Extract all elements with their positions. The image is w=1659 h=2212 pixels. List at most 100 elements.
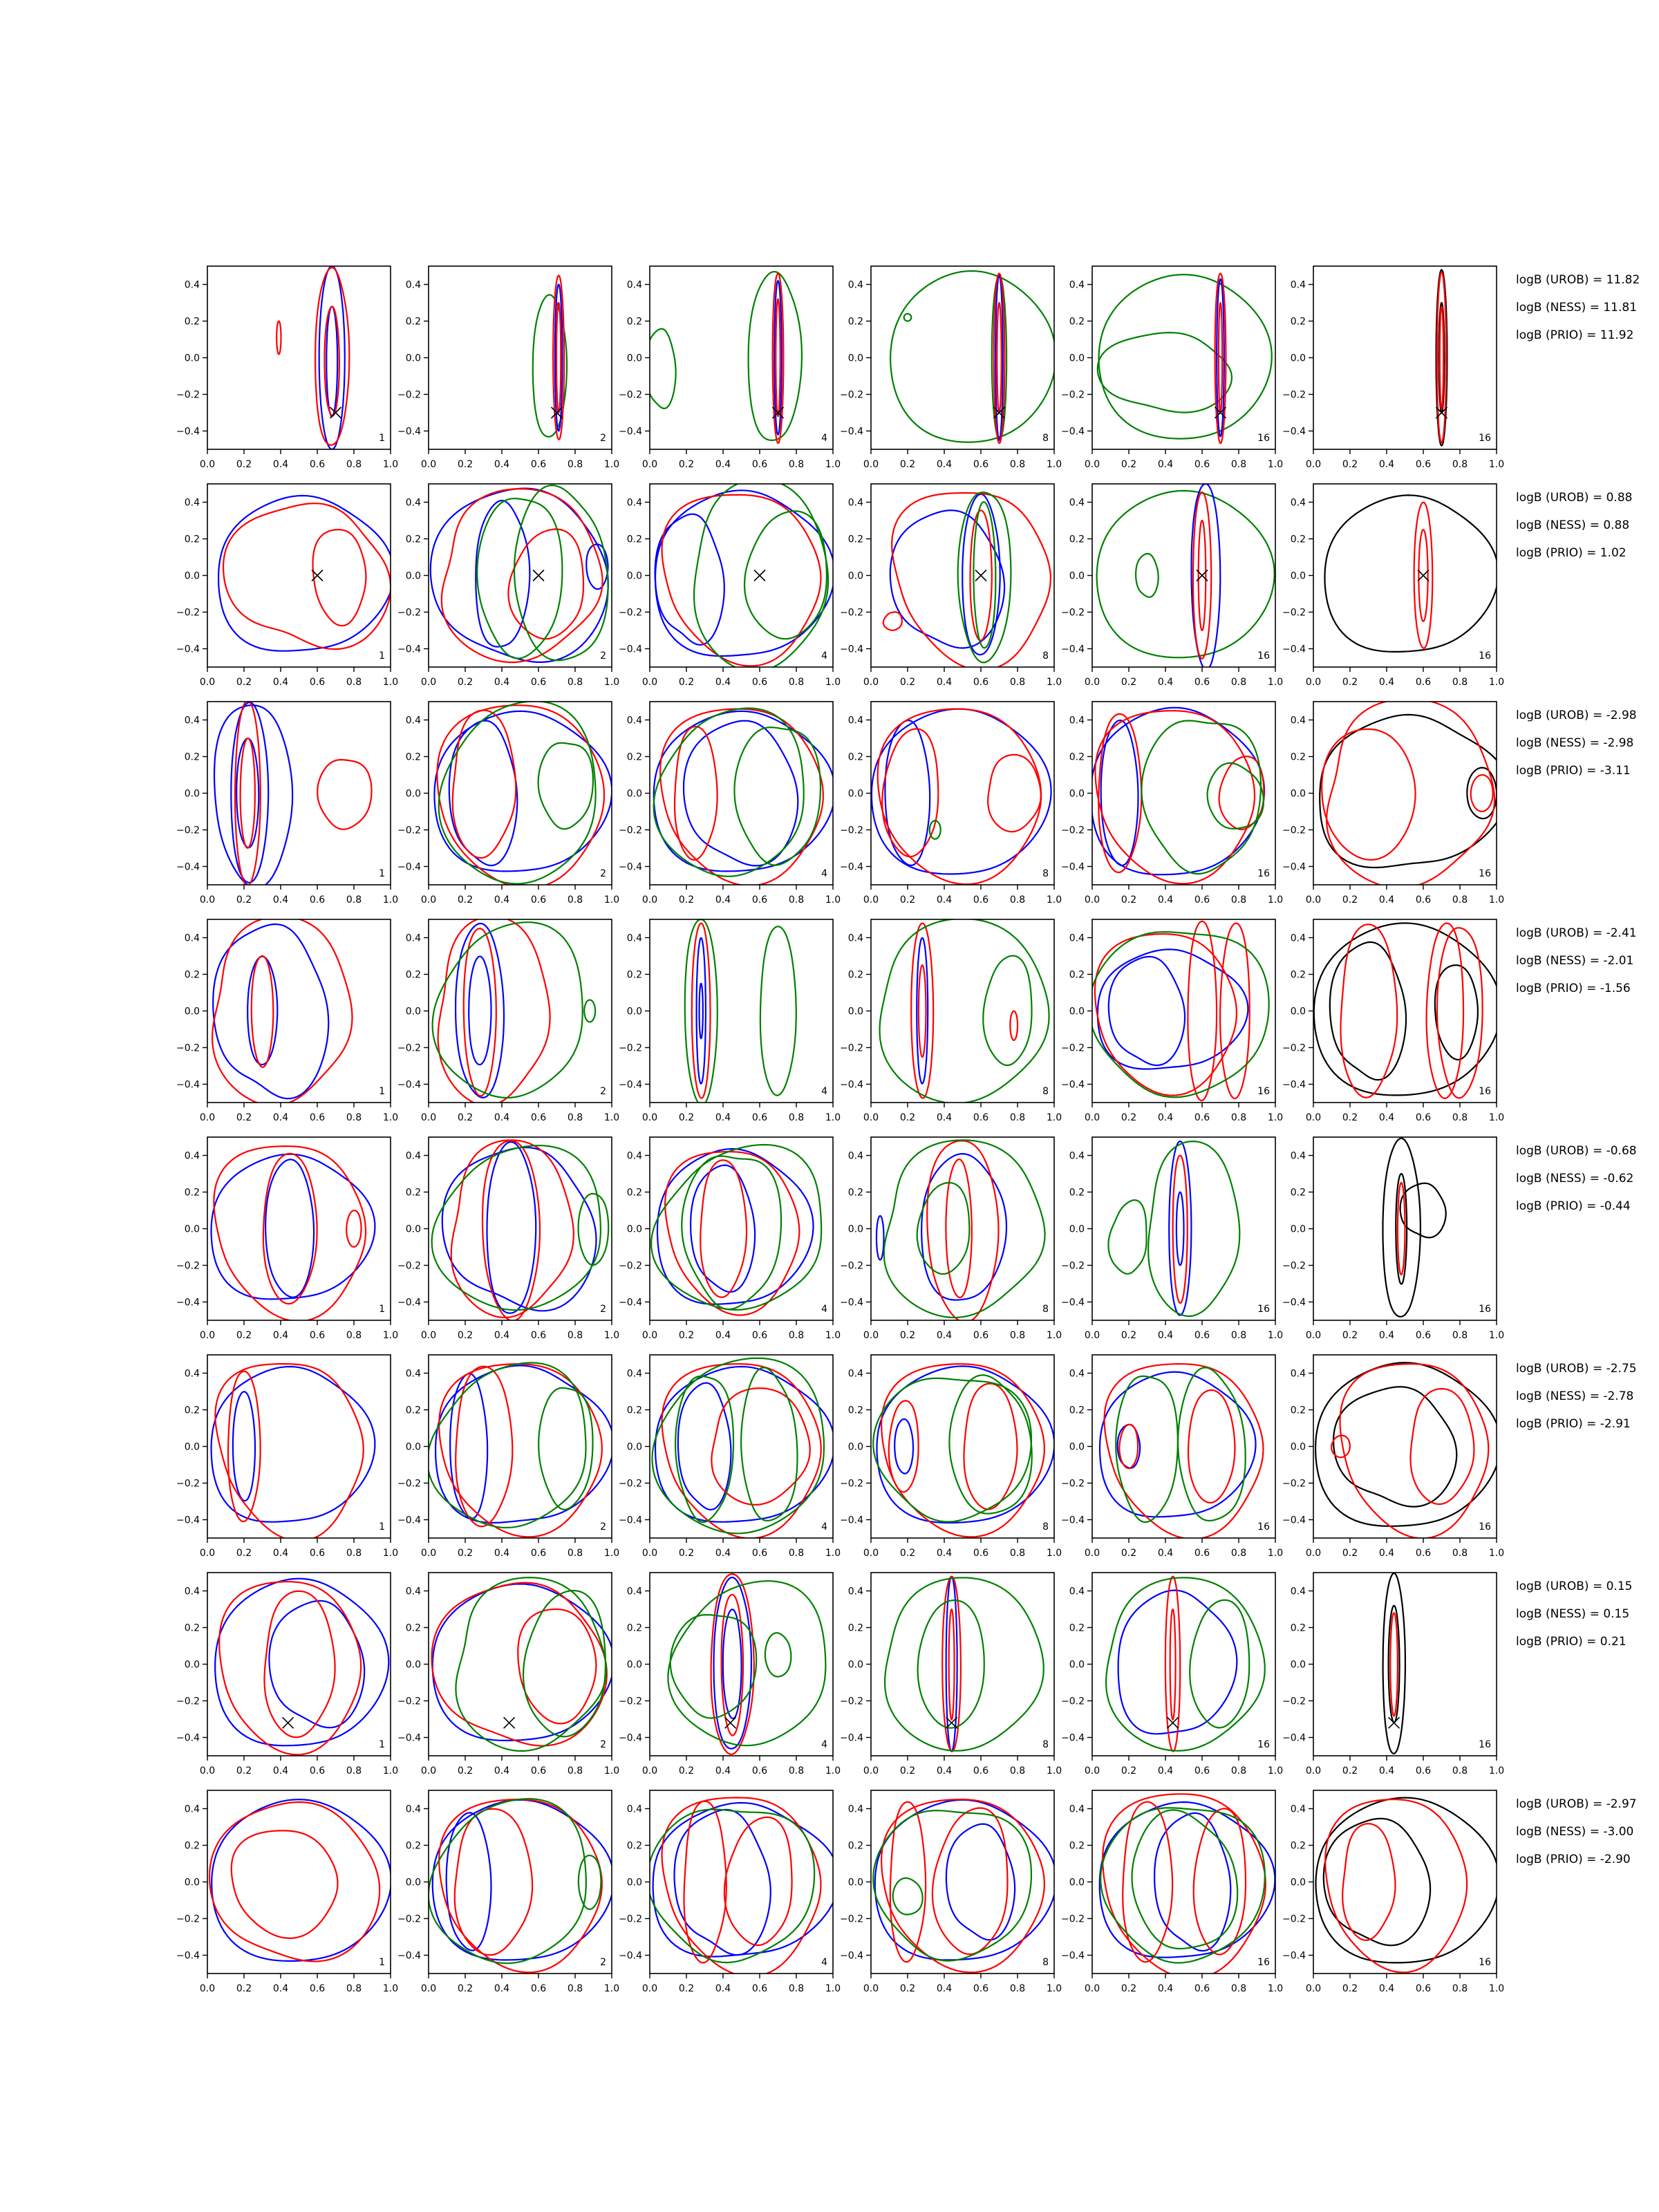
y-tick-label: 0.4 [406,1151,421,1162]
y-tick-label: −0.4 [619,1733,642,1744]
x-tick-label: 0.8 [346,894,362,906]
blue-contour-line [431,1799,612,1961]
red-contour-line [888,1400,919,1493]
panel-count-label: 16 [1257,1304,1270,1315]
panel-count-label: 16 [1479,1957,1491,1968]
blue-contour-line [1175,1191,1185,1266]
y-tick-label: 0.0 [1069,1877,1085,1888]
x-tick-label: 0.0 [642,459,657,470]
subplot-r2-c4: 0.0 0.2 0.4 0.6 0.8 1.0 0.4 0.2 0.0 −0.2 −0.4 8 [840,483,1062,688]
x-tick-label: 0.4 [273,1548,288,1559]
y-tick-label: 0.2 [406,1841,421,1852]
y-tick-label: −0.4 [619,427,642,438]
x-tick-label: 0.2 [1121,1330,1136,1341]
red-contour-line [218,1581,362,1756]
x-tick-label: 1.0 [825,459,841,470]
y-tick-label: 0.2 [1069,317,1085,328]
y-tick-label: −0.2 [176,1043,200,1054]
x-tick-label: 0.0 [421,677,436,688]
x-tick-label: 0.0 [421,1983,436,1994]
blue-contour-line [326,306,339,418]
y-tick-label: −0.4 [1282,1080,1306,1091]
green-contour-line [513,485,609,662]
x-tick-label: 1.0 [383,894,398,906]
blue-contour-line [1096,948,1249,1070]
y-tick-label: −0.4 [397,1297,421,1309]
red-contour-line [1098,713,1143,874]
x-tick-label: 0.4 [715,1330,731,1341]
green-contour-line [1135,552,1159,598]
x-tick-label: 0.2 [458,459,473,470]
green-contour-line [653,707,805,877]
subplot-r8-c3: 0.0 0.2 0.4 0.6 0.8 1.0 0.4 0.2 0.0 −0.2 −0.4 4 [619,1790,841,1994]
blue-contour-line [916,937,929,1085]
red-contour-line [437,919,551,1103]
logb-label: logB (PRIO) = -2.91 [1516,1417,1631,1431]
y-tick-label: 0.2 [627,1405,642,1416]
y-tick-label: −0.4 [176,1733,200,1744]
x-tick-label: 0.0 [421,1548,436,1559]
y-tick-label: 0.2 [1291,534,1306,545]
y-tick-label: 0.2 [1291,1405,1306,1416]
blue-contour-line [435,1365,612,1524]
y-tick-label: −0.2 [397,1696,421,1707]
x-tick-label: 1.0 [383,1330,398,1341]
y-tick-label: 0.2 [1069,752,1085,763]
contour-set [1315,1797,1497,1974]
x-tick-label: 0.2 [1342,459,1358,470]
axes-frame [1091,265,1276,450]
subplot-r1-c4: 0.0 0.2 0.4 0.6 0.8 1.0 0.4 0.2 0.0 −0.2 −0.4 8 [840,265,1062,470]
y-tick-label: −0.2 [1282,1914,1306,1925]
contour-set [882,491,1051,667]
red-contour-line [436,704,606,885]
x-tick-label: 0.4 [937,1765,952,1777]
y-tick-label: −0.2 [1061,1479,1085,1490]
logb-annotations-row-7: logB (UROB) = 0.15 logB (NESS) = 0.15 logB… [1516,1580,1632,1649]
x-tick-label: 0.0 [1085,1548,1100,1559]
blue-contour-line [1107,955,1186,1067]
black-contour-line [1315,1362,1497,1527]
x-tick-label: 0.0 [642,1548,657,1559]
red-contour-line [451,709,517,859]
subplot-r7-c1: 0.0 0.2 0.4 0.6 0.8 1.0 0.4 0.2 0.0 −0.2 −0.4 1 [176,1572,398,1777]
x-tick-label: 1.0 [1268,1983,1283,1994]
x-tick-label: 0.2 [236,1330,252,1341]
axes-frame [1313,265,1497,450]
axes-frame [428,701,612,885]
blue-contour-line [995,274,1004,441]
logb-label: logB (UROB) = -2.98 [1516,709,1637,722]
panel-count-label: 16 [1479,1086,1491,1097]
x-tick-label: 1.0 [825,1983,841,1994]
contour-set [1382,1137,1447,1318]
x-tick-label: 1.0 [1489,1330,1504,1341]
y-tick-label: 0.4 [1069,933,1085,944]
y-tick-label: −0.4 [1061,1515,1085,1526]
red-contour-line [926,1140,1000,1320]
y-tick-label: 0.4 [627,715,642,727]
x-tick-label: 0.8 [568,894,583,906]
y-tick-label: −0.4 [176,427,200,438]
x-tick-label: 0.8 [1010,1330,1025,1341]
x-tick-label: 0.2 [1342,1112,1358,1123]
contour-set [276,266,350,449]
y-tick-label: −0.4 [1282,644,1306,655]
red-contour-line [438,1363,603,1538]
red-contour-line [720,1593,744,1736]
x-tick-label: 0.2 [236,1765,252,1777]
x-tick-label: 1.0 [604,1765,619,1777]
x-tick-label: 1.0 [1489,677,1504,688]
blue-contour-line [232,1391,256,1502]
x-tick-label: 0.6 [1416,1112,1431,1123]
green-contour-line [650,1808,816,1964]
y-tick-label: 0.0 [1069,789,1085,800]
x-tick-label: 0.2 [236,1983,252,1994]
panel-count-label: 2 [600,1304,606,1315]
red-contour-line [276,320,282,355]
x-tick-label: 0.8 [1231,1765,1246,1777]
y-tick-label: 0.0 [627,789,642,800]
x-tick-label: 0.2 [458,677,473,688]
green-contour-line [429,1798,587,1965]
x-tick-label: 0.4 [1379,1983,1394,1994]
y-tick-label: 0.2 [848,970,863,981]
y-tick-label: 0.4 [848,1369,863,1380]
